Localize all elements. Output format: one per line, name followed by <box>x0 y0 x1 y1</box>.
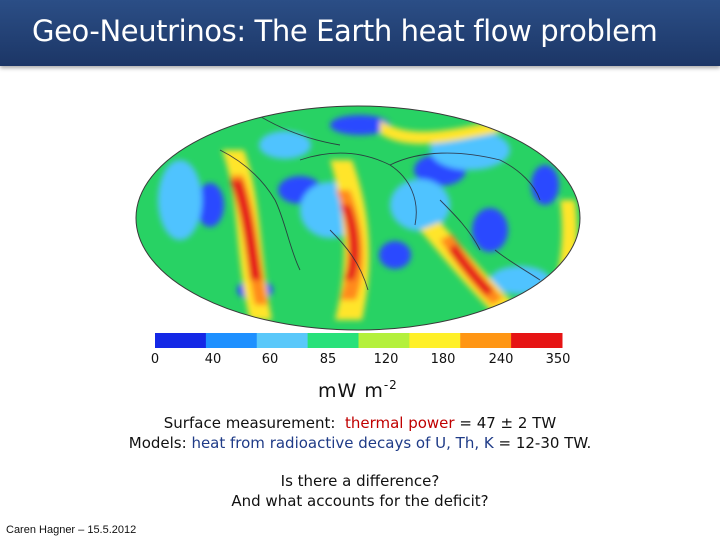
question-1: Is there a difference? <box>280 472 440 490</box>
question-2: And what accounts for the deficit? <box>231 492 489 510</box>
colorbar-tick-label: 180 <box>430 352 456 367</box>
unit-base: mW m <box>318 380 384 402</box>
colorbar-tick-label: 40 <box>204 352 222 367</box>
colorbar-tick-label: 120 <box>373 352 399 367</box>
title-bar: Geo-Neutrinos: The Earth heat flow probl… <box>0 0 720 66</box>
models-value: = 12-30 TW. <box>498 434 592 452</box>
footer-credit: Caren Hagner – 15.5.2012 <box>6 524 137 536</box>
unit-exponent: -2 <box>383 378 398 392</box>
colorbar-swatch <box>460 333 512 348</box>
colorbar-tick-label: 350 <box>545 352 571 367</box>
slide-title: Geo-Neutrinos: The Earth heat flow probl… <box>32 14 658 48</box>
colorbar-tick-label: 240 <box>488 352 514 367</box>
models-line: Models: heat from radioactive decays of … <box>0 434 720 452</box>
colorbar-swatch <box>155 333 207 348</box>
models-highlight: heat from radioactive decays of U, Th, K <box>191 434 494 452</box>
models-label: Models: <box>128 434 187 452</box>
surface-label: Surface measurement: <box>163 414 336 432</box>
colorbar-tick-label: 0 <box>150 352 160 367</box>
map-fill <box>136 106 580 330</box>
colorbar-swatch <box>307 333 359 348</box>
colorbar-swatch <box>511 333 563 348</box>
colorbar-swatch <box>409 333 461 348</box>
surface-highlight: thermal power <box>344 414 455 432</box>
colorbar-swatch <box>256 333 309 348</box>
colorbar-unit: mW m-2 <box>318 378 398 402</box>
surface-value: = 47 ± 2 TW <box>459 414 557 432</box>
colorbar-tick-label: 60 <box>261 352 279 367</box>
surface-line: Surface measurement: thermal power = 47 … <box>0 414 720 432</box>
colorbar-swatch <box>358 333 410 348</box>
colorbar-tick-label: 85 <box>319 352 337 367</box>
colorbar-swatch <box>205 333 258 348</box>
